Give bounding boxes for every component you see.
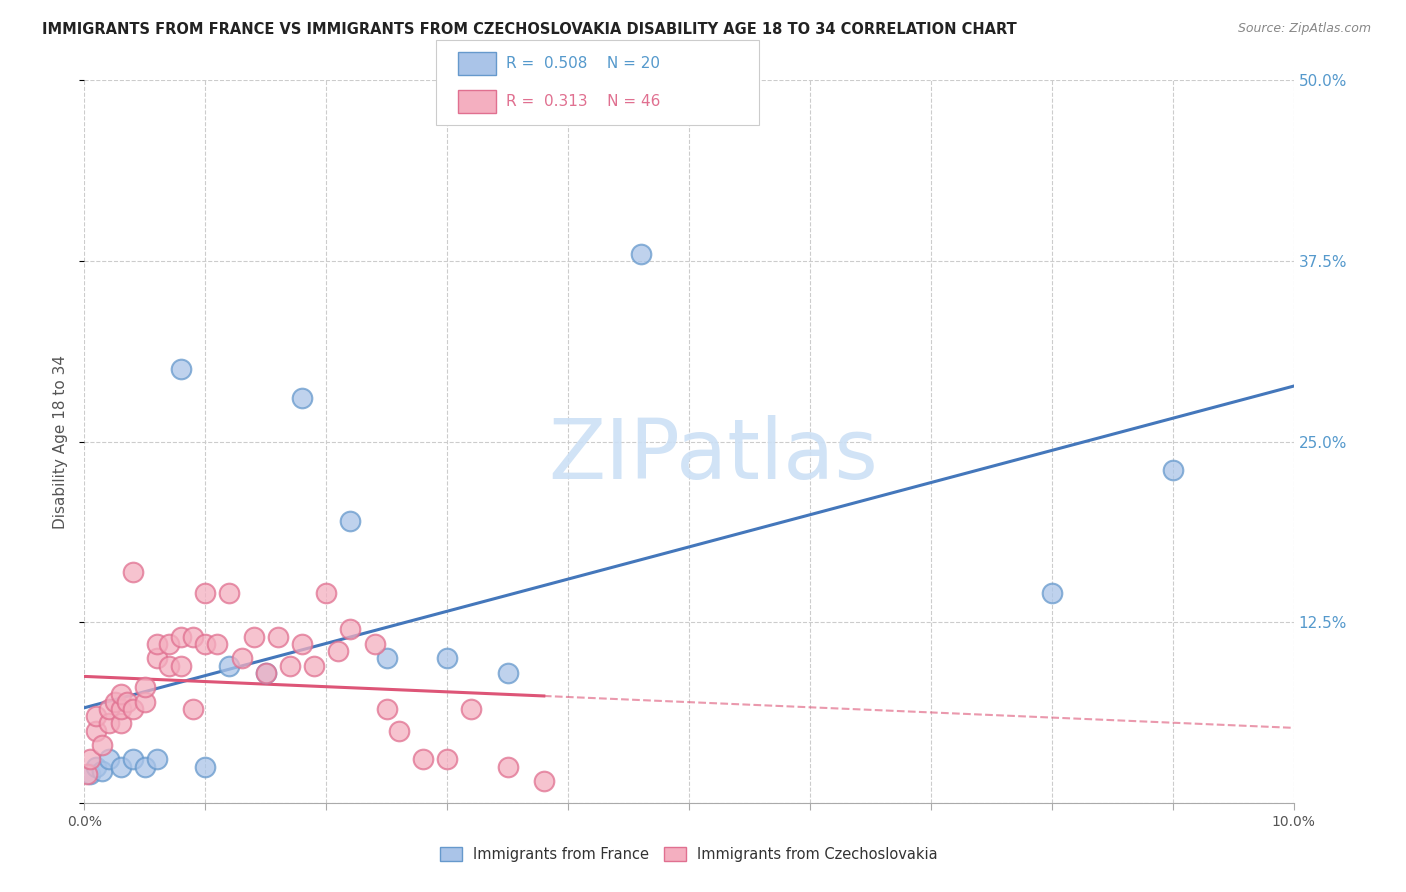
Y-axis label: Disability Age 18 to 34: Disability Age 18 to 34 — [53, 354, 69, 529]
Point — [134, 760, 156, 774]
Legend: Immigrants from France, Immigrants from Czechoslovakia: Immigrants from France, Immigrants from … — [434, 840, 943, 868]
Point — [218, 658, 240, 673]
Point — [254, 665, 277, 680]
Point — [194, 760, 217, 774]
Text: IMMIGRANTS FROM FRANCE VS IMMIGRANTS FROM CZECHOSLOVAKIA DISABILITY AGE 18 TO 34: IMMIGRANTS FROM FRANCE VS IMMIGRANTS FRO… — [42, 22, 1017, 37]
Point — [134, 680, 156, 694]
Point — [146, 752, 169, 766]
Point — [110, 702, 132, 716]
Point — [170, 362, 193, 376]
Point — [460, 702, 482, 716]
Point — [207, 637, 229, 651]
Point — [436, 752, 458, 766]
Point — [121, 565, 143, 579]
Point — [181, 702, 204, 716]
Point — [339, 514, 361, 528]
Point — [121, 702, 143, 716]
Point — [97, 716, 120, 731]
Point — [375, 702, 398, 716]
Point — [170, 630, 193, 644]
Point — [181, 630, 204, 644]
Point — [91, 764, 114, 778]
Point — [170, 658, 193, 673]
Point — [267, 630, 290, 644]
Point — [363, 637, 385, 651]
Point — [242, 630, 264, 644]
Point — [86, 723, 108, 738]
Text: Source: ZipAtlas.com: Source: ZipAtlas.com — [1237, 22, 1371, 36]
Point — [79, 752, 101, 766]
Point — [110, 687, 132, 701]
Text: R =  0.508    N = 20: R = 0.508 N = 20 — [506, 56, 661, 71]
Point — [97, 702, 120, 716]
Point — [278, 658, 301, 673]
Point — [291, 637, 314, 651]
Point — [436, 651, 458, 665]
Point — [157, 637, 180, 651]
Point — [121, 752, 143, 766]
Text: R =  0.313    N = 46: R = 0.313 N = 46 — [506, 94, 661, 109]
Point — [146, 637, 169, 651]
Point — [97, 752, 120, 766]
Point — [291, 391, 314, 405]
Point — [496, 665, 519, 680]
Point — [79, 767, 101, 781]
Point — [86, 709, 108, 723]
Point — [194, 586, 217, 600]
Point — [146, 651, 169, 665]
Point — [388, 723, 411, 738]
Point — [412, 752, 434, 766]
Point — [104, 695, 127, 709]
Point — [1161, 463, 1184, 477]
Point — [91, 738, 114, 752]
Point — [86, 760, 108, 774]
Point — [110, 716, 132, 731]
Text: ZIPatlas: ZIPatlas — [548, 416, 879, 497]
Point — [76, 767, 98, 781]
Point — [194, 637, 217, 651]
Point — [115, 695, 138, 709]
Point — [630, 246, 652, 260]
Point — [328, 644, 350, 658]
Point — [533, 774, 555, 789]
Point — [315, 586, 337, 600]
Point — [375, 651, 398, 665]
Point — [218, 586, 240, 600]
Point — [339, 623, 361, 637]
Point — [110, 760, 132, 774]
Point — [496, 760, 519, 774]
Point — [134, 695, 156, 709]
Point — [231, 651, 253, 665]
Point — [302, 658, 325, 673]
Point — [254, 665, 277, 680]
Point — [157, 658, 180, 673]
Point — [1040, 586, 1063, 600]
